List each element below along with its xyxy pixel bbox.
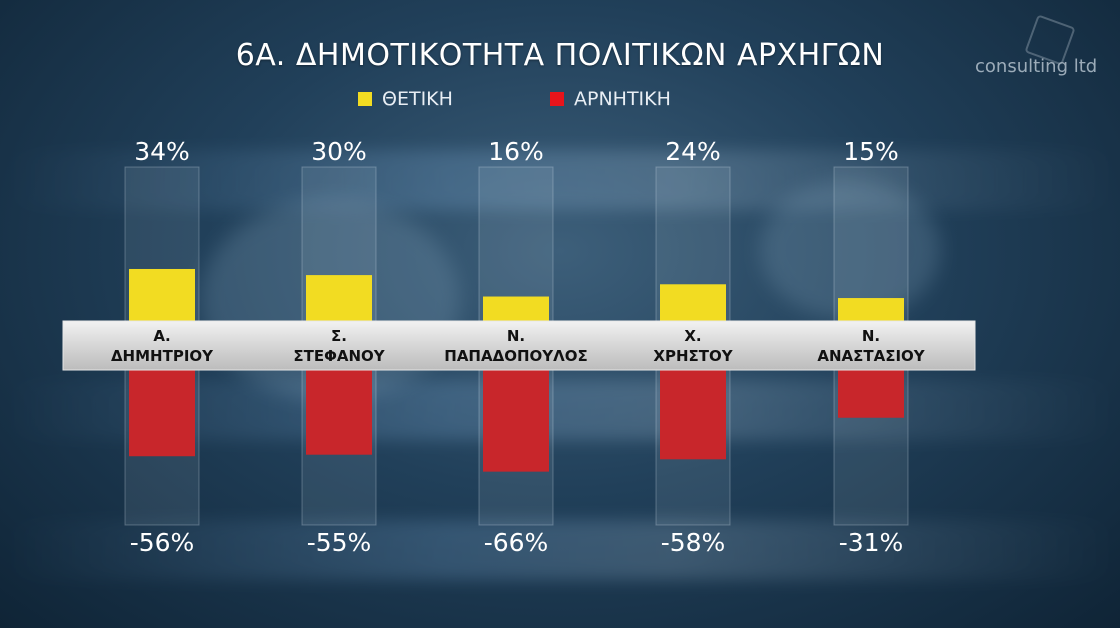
category-initial-label: Α. <box>153 327 170 345</box>
legend-swatch-red-icon <box>550 92 564 106</box>
negative-value-label: -31% <box>839 528 904 557</box>
background-map-shape <box>760 180 940 320</box>
category-surname-label: ΧΡΗΣΤΟΥ <box>653 347 733 365</box>
negative-bar <box>660 370 726 460</box>
positive-bar <box>483 296 549 321</box>
negative-bar <box>838 370 904 418</box>
negative-bar <box>129 370 195 457</box>
category-surname-label: ΣΤΕΦΑΝΟΥ <box>293 347 385 365</box>
names-band <box>62 320 976 371</box>
negative-value-label: -58% <box>661 528 726 557</box>
positive-value-label: 34% <box>134 137 190 166</box>
chart-title: 6A. ΔΗΜΟΤΙΚΟΤΗΤΑ ΠΟΛΙΤΙΚΩΝ ΑΡΧΗΓΩΝ <box>235 38 885 73</box>
category-initial-label: Ν. <box>507 327 525 345</box>
positive-bar <box>838 298 904 321</box>
positive-value-label: 15% <box>843 137 899 166</box>
legend-label-negative: ΑΡΝΗΤΙΚΗ <box>574 88 671 110</box>
legend-label-positive: ΘΕΤΙΚΗ <box>382 88 453 110</box>
positive-value-label: 24% <box>665 137 721 166</box>
positive-bar <box>660 284 726 321</box>
category-initial-label: Χ. <box>684 327 701 345</box>
category-initial-label: Σ. <box>331 327 347 345</box>
negative-value-label: -55% <box>307 528 372 557</box>
background-streak <box>0 520 1120 580</box>
legend-item-positive: ΘΕΤΙΚΗ <box>358 88 453 110</box>
background-streak <box>0 150 1120 210</box>
positive-value-label: 30% <box>311 137 367 166</box>
category-initial-label: Ν. <box>862 327 880 345</box>
positive-bar <box>306 275 372 321</box>
negative-value-label: -56% <box>130 528 195 557</box>
positive-value-label: 16% <box>488 137 544 166</box>
category-surname-label: ΑΝΑΣΤΑΣΙΟΥ <box>817 347 925 365</box>
negative-bar <box>483 370 549 472</box>
logo-text: consulting ltd <box>975 56 1098 77</box>
legend-item-negative: ΑΡΝΗΤΙΚΗ <box>550 88 671 110</box>
negative-bar <box>306 370 372 455</box>
category-surname-label: ΠΑΠΑΔΟΠΟΥΛΟΣ <box>444 347 587 365</box>
legend-swatch-yellow-icon <box>358 92 372 106</box>
positive-bar <box>129 268 195 321</box>
negative-value-label: -66% <box>484 528 549 557</box>
category-surname-label: ΔΗΜΗΤΡΙΟΥ <box>111 347 214 365</box>
